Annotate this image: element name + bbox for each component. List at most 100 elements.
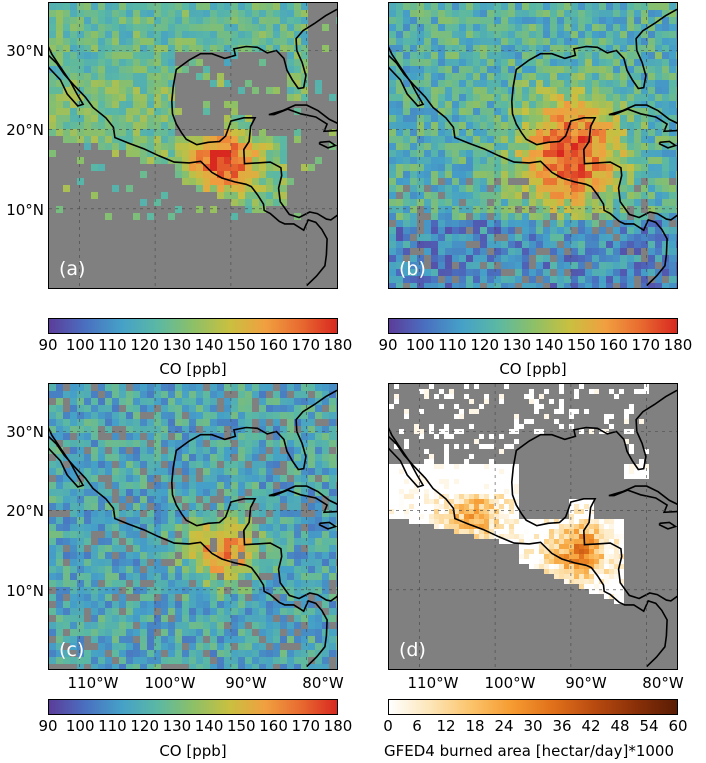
co-cell bbox=[84, 622, 91, 629]
burned-area-cell bbox=[454, 414, 459, 419]
co-cell bbox=[543, 87, 550, 94]
co-cell bbox=[501, 241, 508, 248]
co-cell bbox=[592, 10, 599, 17]
co-cell bbox=[105, 38, 112, 45]
co-cell bbox=[224, 615, 231, 622]
burned-area-cell bbox=[569, 564, 574, 569]
co-cell bbox=[592, 3, 599, 10]
co-cell bbox=[161, 524, 168, 531]
co-cell bbox=[585, 276, 592, 283]
co-cell bbox=[154, 115, 161, 122]
co-cell bbox=[266, 171, 273, 178]
co-cell bbox=[480, 3, 487, 10]
co-cell bbox=[133, 38, 140, 45]
co-cell bbox=[410, 129, 417, 136]
burned-area-cell bbox=[439, 489, 444, 494]
burned-area-cell bbox=[599, 534, 604, 539]
co-cell bbox=[147, 447, 154, 454]
co-cell bbox=[231, 531, 238, 538]
co-cell bbox=[252, 524, 259, 531]
co-cell bbox=[641, 94, 648, 101]
cb-tick-b-0: 90 bbox=[378, 336, 398, 354]
burned-area-cell bbox=[424, 394, 429, 399]
burned-area-cell bbox=[499, 399, 504, 404]
co-cell bbox=[119, 573, 126, 580]
co-cell bbox=[112, 629, 119, 636]
co-cell bbox=[578, 255, 585, 262]
co-cell bbox=[536, 241, 543, 248]
burned-area-cell bbox=[609, 524, 614, 529]
co-cell bbox=[266, 185, 273, 192]
co-cell bbox=[56, 657, 63, 664]
co-cell bbox=[431, 10, 438, 17]
co-cell bbox=[294, 108, 301, 115]
co-cell bbox=[112, 440, 119, 447]
co-cell bbox=[389, 3, 396, 10]
co-cell bbox=[147, 650, 154, 657]
co-cell bbox=[98, 573, 105, 580]
co-cell bbox=[63, 538, 70, 545]
co-cell bbox=[613, 59, 620, 66]
co-cell bbox=[438, 269, 445, 276]
co-field bbox=[49, 384, 337, 669]
co-cell bbox=[203, 580, 210, 587]
co-cell bbox=[196, 17, 203, 24]
co-cell bbox=[161, 80, 168, 87]
co-cell bbox=[473, 45, 480, 52]
co-cell bbox=[77, 608, 84, 615]
co-cell bbox=[119, 636, 126, 643]
co-cell bbox=[571, 87, 578, 94]
co-cell bbox=[294, 503, 301, 510]
co-cell bbox=[224, 10, 231, 17]
co-cell bbox=[266, 3, 273, 10]
burned-area-cell bbox=[609, 584, 614, 589]
co-cell bbox=[147, 657, 154, 664]
co-cell bbox=[389, 38, 396, 45]
burned-area-cell bbox=[569, 544, 574, 549]
co-cell bbox=[70, 405, 77, 412]
co-cell bbox=[140, 650, 147, 657]
co-cell bbox=[445, 80, 452, 87]
co-cell bbox=[147, 524, 154, 531]
co-cell bbox=[571, 157, 578, 164]
co-cell bbox=[592, 171, 599, 178]
co-cell bbox=[63, 566, 70, 573]
co-cell bbox=[84, 468, 91, 475]
co-cell bbox=[676, 52, 677, 59]
co-cell bbox=[189, 447, 196, 454]
burned-area-cell bbox=[449, 499, 454, 504]
co-cell bbox=[147, 87, 154, 94]
co-field bbox=[389, 3, 677, 288]
burned-area-cell bbox=[394, 504, 399, 509]
lat-tick-30n-c: 30°N bbox=[6, 423, 44, 441]
co-cell bbox=[473, 220, 480, 227]
burned-area-cell bbox=[604, 564, 609, 569]
co-cell bbox=[203, 136, 210, 143]
cb-tick-b-6: 150 bbox=[566, 336, 596, 354]
co-cell bbox=[396, 94, 403, 101]
co-cell bbox=[147, 150, 154, 157]
burned-area-cell bbox=[569, 509, 574, 514]
co-cell bbox=[245, 129, 252, 136]
burned-area-cell bbox=[429, 494, 434, 499]
co-cell bbox=[424, 80, 431, 87]
co-cell bbox=[112, 573, 119, 580]
co-cell bbox=[438, 73, 445, 80]
co-cell bbox=[252, 594, 259, 601]
co-cell bbox=[287, 559, 294, 566]
cb-tick-d-6: 36 bbox=[552, 717, 572, 735]
burned-area-cell bbox=[404, 469, 409, 474]
co-cell bbox=[336, 538, 337, 545]
co-cell bbox=[487, 269, 494, 276]
co-cell bbox=[231, 213, 238, 220]
co-cell bbox=[508, 73, 515, 80]
burned-area-cell bbox=[604, 414, 609, 419]
co-cell bbox=[669, 227, 676, 234]
co-cell bbox=[84, 503, 91, 510]
co-cell bbox=[473, 31, 480, 38]
burned-area-cell bbox=[464, 444, 469, 449]
co-cell bbox=[543, 129, 550, 136]
burned-area-cell bbox=[514, 479, 519, 484]
co-cell bbox=[322, 629, 329, 636]
co-cell bbox=[417, 199, 424, 206]
